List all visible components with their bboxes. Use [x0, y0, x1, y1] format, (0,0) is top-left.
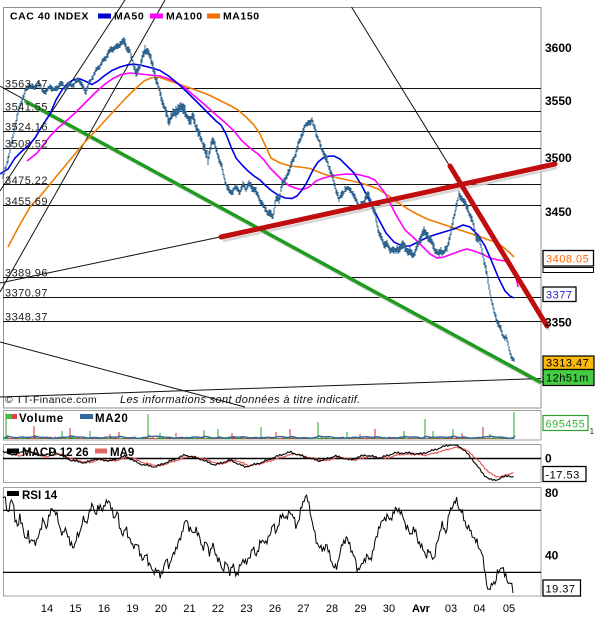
svg-text:14: 14 — [41, 603, 53, 615]
svg-text:Avr: Avr — [412, 603, 431, 615]
svg-text:3348.37: 3348.37 — [5, 312, 48, 324]
svg-text:3408.05: 3408.05 — [546, 254, 589, 266]
svg-text:19: 19 — [126, 603, 138, 615]
svg-text:3524.16: 3524.16 — [5, 122, 48, 134]
svg-text:3450: 3450 — [545, 205, 572, 219]
svg-text:3313.47: 3313.47 — [546, 358, 589, 370]
svg-text:16: 16 — [98, 603, 110, 615]
svg-text:30: 30 — [383, 603, 395, 615]
svg-text:3600: 3600 — [545, 41, 572, 55]
svg-text:MA50: MA50 — [114, 11, 144, 23]
svg-text:22: 22 — [212, 603, 224, 615]
svg-text:Les informations sont données: Les informations sont données à titre in… — [120, 394, 361, 406]
svg-text:695455: 695455 — [546, 419, 586, 431]
svg-text:27: 27 — [297, 603, 309, 615]
svg-text:Volume: Volume — [19, 413, 64, 425]
svg-text:04: 04 — [473, 603, 485, 615]
svg-text:12h51m: 12h51m — [546, 373, 589, 385]
svg-text:03: 03 — [445, 603, 457, 615]
svg-text:3377: 3377 — [546, 290, 572, 302]
svg-text:3370.97: 3370.97 — [5, 288, 48, 300]
svg-text:0: 0 — [545, 452, 552, 466]
svg-text:3455.69: 3455.69 — [5, 196, 48, 208]
svg-text:3350: 3350 — [545, 316, 572, 330]
svg-text:05: 05 — [503, 603, 515, 615]
svg-text:3563.47: 3563.47 — [5, 79, 48, 91]
svg-text:1: 1 — [590, 426, 595, 436]
svg-text:MACD 12 26: MACD 12 26 — [22, 447, 88, 459]
svg-text:15: 15 — [69, 603, 81, 615]
svg-text:MA9: MA9 — [110, 447, 134, 459]
svg-text:21: 21 — [183, 603, 195, 615]
svg-text:3389.96: 3389.96 — [5, 268, 48, 280]
svg-text:28: 28 — [326, 603, 338, 615]
svg-text:MA100: MA100 — [166, 11, 203, 23]
svg-text:MA20: MA20 — [95, 413, 128, 425]
svg-text:-17.53: -17.53 — [546, 470, 580, 482]
svg-text:3475.22: 3475.22 — [5, 175, 48, 187]
svg-text:40: 40 — [545, 549, 559, 563]
svg-text:MA150: MA150 — [223, 11, 260, 23]
svg-text:19.37: 19.37 — [546, 584, 576, 596]
svg-text:80: 80 — [545, 486, 559, 500]
svg-text:© TT-Finance.com: © TT-Finance.com — [5, 394, 97, 406]
svg-text:3541.55: 3541.55 — [5, 102, 48, 114]
svg-text:29: 29 — [354, 603, 366, 615]
svg-text:RSI 14: RSI 14 — [22, 490, 58, 502]
svg-text:23: 23 — [240, 603, 252, 615]
svg-text:20: 20 — [155, 603, 167, 615]
svg-text:3550: 3550 — [545, 94, 572, 108]
svg-text:3500: 3500 — [545, 151, 572, 165]
svg-text:26: 26 — [269, 603, 281, 615]
svg-text:3508.52: 3508.52 — [5, 139, 48, 151]
svg-text:CAC 40 INDEX: CAC 40 INDEX — [10, 11, 89, 23]
